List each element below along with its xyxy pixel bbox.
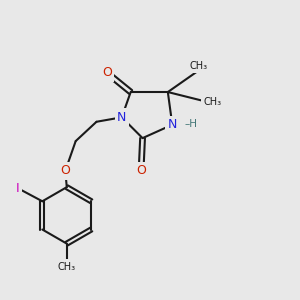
Text: –H: –H xyxy=(185,119,198,129)
Text: N: N xyxy=(117,111,127,124)
Text: N: N xyxy=(168,118,177,131)
Text: CH₃: CH₃ xyxy=(58,262,76,272)
Text: O: O xyxy=(102,66,112,79)
Text: O: O xyxy=(136,164,146,177)
Text: CH₃: CH₃ xyxy=(203,98,221,107)
Text: I: I xyxy=(16,182,20,195)
Text: O: O xyxy=(60,164,70,177)
Text: CH₃: CH₃ xyxy=(190,61,208,71)
